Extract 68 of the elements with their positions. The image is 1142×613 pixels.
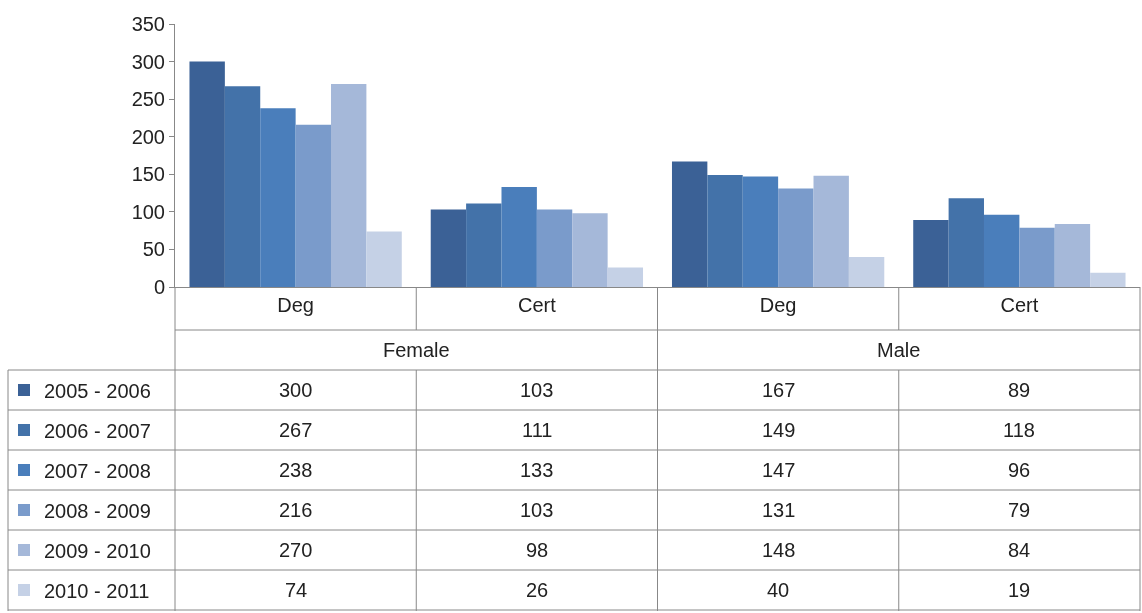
bar — [778, 188, 814, 287]
bar — [983, 214, 1020, 287]
data-label: 103 — [520, 379, 554, 401]
bar — [1054, 223, 1091, 287]
data-label: 98 — [526, 539, 549, 561]
bar — [948, 198, 984, 287]
bar — [295, 124, 332, 287]
bar — [813, 175, 849, 287]
data-label: 103 — [520, 499, 554, 521]
data-label: 300 — [279, 379, 313, 401]
bar — [430, 209, 467, 287]
x-tick-label: Cert — [517, 294, 557, 316]
legend-label: 2009 - 2010 — [44, 539, 151, 562]
data-label: 111 — [522, 419, 553, 441]
data-label: 133 — [520, 459, 554, 481]
bar — [572, 213, 608, 287]
data-label: 84 — [1008, 539, 1031, 561]
legend-label: 2007 - 2008 — [44, 459, 151, 482]
y-tick-label: 150 — [131, 163, 165, 186]
y-tick-label: 350 — [131, 13, 165, 35]
bar — [1090, 272, 1126, 287]
bar — [848, 256, 885, 287]
bar — [466, 203, 502, 287]
bar — [707, 175, 743, 287]
y-tick-label: 50 — [142, 238, 165, 261]
bar — [536, 209, 573, 287]
data-label: 40 — [767, 579, 790, 601]
x-tick-label: Deg — [277, 294, 314, 316]
bar — [501, 187, 537, 287]
bar — [331, 84, 367, 287]
bar — [366, 231, 402, 287]
legend-label: 2008 - 2009 — [44, 499, 151, 522]
y-tick-label: 0 — [153, 276, 165, 298]
data-label: 270 — [279, 539, 313, 561]
data-label: 118 — [1003, 419, 1035, 441]
data-label: 96 — [1008, 459, 1031, 481]
text: Male — [877, 339, 921, 361]
legend-label: 2010 - 2011 — [44, 579, 150, 602]
data-label: 167 — [762, 379, 796, 401]
x-tick-label: Deg — [759, 294, 797, 316]
data-label: 238 — [279, 459, 313, 481]
bar — [224, 86, 261, 287]
data-label: 89 — [1008, 379, 1031, 401]
data-label: 26 — [526, 579, 549, 601]
legend-label: 2006 - 2007 — [44, 419, 151, 442]
data-label: 147 — [762, 459, 796, 481]
y-tick-label: 300 — [131, 50, 165, 73]
bar — [742, 176, 779, 287]
data-label: 148 — [762, 539, 796, 561]
y-tick-label: 100 — [131, 200, 165, 223]
data-label: 216 — [279, 499, 313, 521]
data-label: 74 — [285, 579, 308, 601]
data-label: 149 — [762, 419, 796, 441]
x-tick-label: Cert — [1000, 294, 1039, 316]
bar — [913, 220, 949, 287]
bar — [607, 267, 644, 287]
text: Female — [383, 339, 450, 361]
y-tick-label: 250 — [131, 88, 165, 111]
data-label: 19 — [1008, 579, 1031, 601]
bar — [189, 61, 225, 287]
y-tick-label: 200 — [131, 125, 165, 148]
bar — [260, 108, 296, 287]
data-label: 131 — [762, 499, 796, 521]
bar — [1019, 227, 1055, 287]
data-label: 267 — [279, 419, 313, 441]
data-label: 79 — [1008, 499, 1031, 521]
legend-label: 2005 - 2006 — [44, 379, 151, 402]
bar — [671, 161, 708, 287]
